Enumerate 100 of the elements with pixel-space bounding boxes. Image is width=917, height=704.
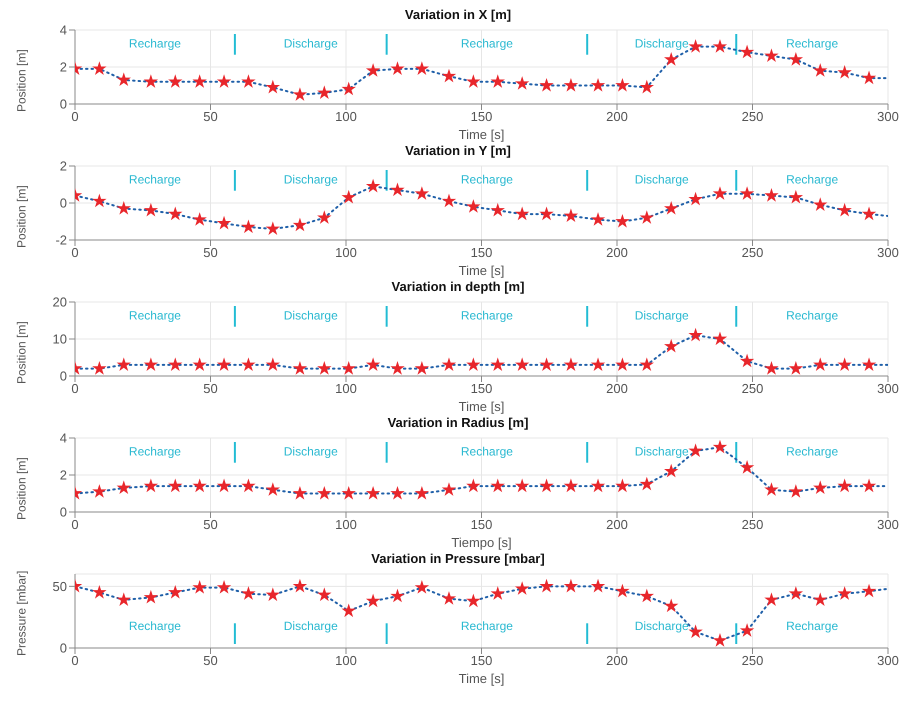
point <box>664 598 678 612</box>
y-tick-label: 10 <box>52 332 67 347</box>
x-axis-title: Tiempo [s] <box>451 535 512 550</box>
point <box>390 588 405 602</box>
point <box>788 190 804 204</box>
point <box>216 357 232 372</box>
x-tick-label: 50 <box>203 517 218 532</box>
point <box>342 82 356 96</box>
x-tick-label: 300 <box>877 653 899 668</box>
point <box>216 216 232 230</box>
x-tick-label: 250 <box>742 517 764 532</box>
point <box>266 482 280 496</box>
annotation: Recharge <box>786 444 838 459</box>
x-tick-label: 300 <box>877 245 899 260</box>
x-tick-label: 100 <box>335 381 357 396</box>
x-tick-label: 0 <box>71 381 79 396</box>
point <box>366 178 380 192</box>
point <box>266 221 280 236</box>
annotation: Discharge <box>284 619 338 634</box>
point <box>813 63 828 77</box>
point <box>241 74 256 88</box>
point <box>539 578 554 592</box>
point <box>442 194 456 208</box>
x-tick-label: 50 <box>203 245 218 260</box>
point <box>740 354 754 368</box>
point <box>292 218 308 232</box>
x-axis-title: Time [s] <box>458 399 504 414</box>
y-tick-label: 2 <box>60 60 67 75</box>
annotation: Discharge <box>634 172 690 187</box>
point <box>862 584 876 598</box>
annotation: Discharge <box>284 444 338 459</box>
point <box>92 61 107 75</box>
point <box>144 74 158 88</box>
point <box>712 633 728 647</box>
point <box>564 357 578 372</box>
point <box>466 74 481 88</box>
point <box>168 478 182 492</box>
annotation: Recharge <box>786 308 838 323</box>
point <box>266 587 280 602</box>
point <box>514 76 530 90</box>
point <box>292 361 308 375</box>
chart-title: Variation in depth [m] <box>390 279 526 294</box>
point <box>192 357 207 372</box>
y-axis-title: Position [m] <box>14 321 28 384</box>
point <box>813 197 828 211</box>
y-tick-label: 0 <box>60 504 67 520</box>
point <box>466 357 481 372</box>
point <box>317 587 332 602</box>
annotation: Recharge <box>786 36 838 51</box>
annotation: Discharge <box>634 36 690 51</box>
x-tick-label: 200 <box>606 381 628 396</box>
point <box>317 361 332 375</box>
point <box>414 361 430 375</box>
point <box>192 212 207 226</box>
point <box>764 592 779 606</box>
point <box>640 80 654 94</box>
point <box>342 361 356 375</box>
x-tick-label: 200 <box>606 245 628 260</box>
point <box>168 357 182 372</box>
y-axis-title: Position [m] <box>14 457 28 520</box>
y-axis-title: Position [m] <box>14 49 28 112</box>
point <box>116 201 131 215</box>
point <box>144 478 158 492</box>
point <box>144 357 158 372</box>
annotation: Recharge <box>460 619 514 634</box>
point <box>390 61 405 75</box>
point <box>615 478 630 492</box>
point <box>862 357 876 372</box>
point <box>390 182 405 196</box>
point <box>590 578 606 592</box>
x-tick-label: 300 <box>877 109 899 124</box>
annotation: Discharge <box>284 36 338 51</box>
y-tick-label: 0 <box>60 96 67 112</box>
annotation: Recharge <box>786 619 838 634</box>
x-tick-label: 250 <box>742 245 764 260</box>
annotation: Recharge <box>460 444 514 459</box>
point <box>92 361 107 375</box>
y-tick-label: 0 <box>60 368 67 384</box>
point <box>740 44 754 58</box>
annotation: Discharge <box>634 619 690 634</box>
y-tick-label: 4 <box>60 22 67 38</box>
point <box>712 186 728 200</box>
annotation: Recharge <box>786 172 838 187</box>
point <box>712 39 728 53</box>
point <box>490 357 505 372</box>
x-tick-label: 150 <box>470 109 492 124</box>
point <box>764 188 779 202</box>
point <box>740 186 754 200</box>
annotation: Recharge <box>460 172 514 187</box>
point <box>514 206 530 220</box>
x-tick-label: 200 <box>606 653 628 668</box>
point <box>490 478 505 492</box>
point <box>615 214 630 228</box>
y-tick-label: 2 <box>60 468 67 483</box>
point <box>764 482 779 496</box>
point <box>241 478 256 492</box>
point <box>837 65 852 79</box>
point <box>764 48 779 62</box>
point <box>466 594 481 608</box>
x-axis-title: Time [s] <box>458 127 504 142</box>
